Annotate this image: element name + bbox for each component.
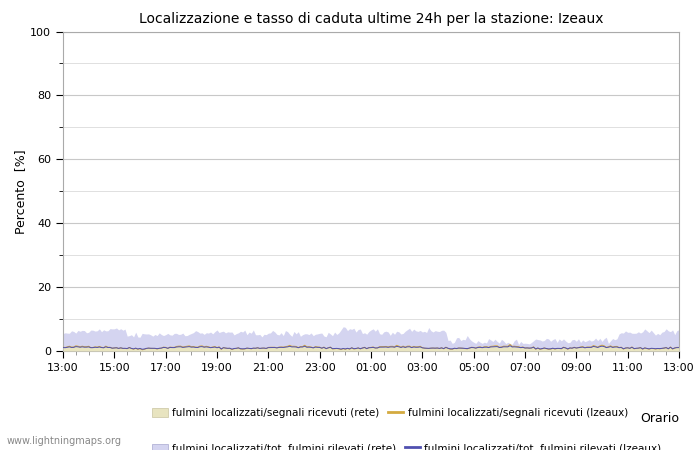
Y-axis label: Percento  [%]: Percento [%] [15, 149, 27, 234]
Text: www.lightningmaps.org: www.lightningmaps.org [7, 436, 122, 446]
Legend: fulmini localizzati/tot. fulmini rilevati (rete), fulmini localizzati/tot. fulmi: fulmini localizzati/tot. fulmini rilevat… [148, 439, 666, 450]
Title: Localizzazione e tasso di caduta ultime 24h per la stazione: Izeaux: Localizzazione e tasso di caduta ultime … [139, 12, 603, 26]
Text: Orario: Orario [640, 412, 679, 425]
